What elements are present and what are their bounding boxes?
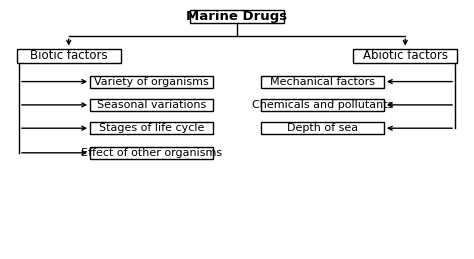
Text: Effect of other organisms: Effect of other organisms [81, 148, 222, 158]
Bar [90, 147, 213, 159]
Bar [90, 122, 213, 134]
Text: Marine Drugs: Marine Drugs [186, 10, 288, 23]
Text: Abiotic factors: Abiotic factors [363, 49, 448, 62]
Bar [261, 76, 384, 88]
Bar [190, 10, 284, 23]
Text: Stages of life cycle: Stages of life cycle [99, 123, 204, 133]
Bar [353, 49, 457, 63]
Text: Variety of organisms: Variety of organisms [94, 77, 209, 87]
Bar [90, 99, 213, 111]
Text: Depth of sea: Depth of sea [287, 123, 358, 133]
Bar [261, 99, 384, 111]
Text: Mechanical factors: Mechanical factors [270, 77, 375, 87]
Text: Seasonal variations: Seasonal variations [97, 100, 206, 110]
Bar [17, 49, 121, 63]
Bar [90, 76, 213, 88]
Text: Biotic factors: Biotic factors [30, 49, 108, 62]
Bar [261, 122, 384, 134]
Text: Chemicals and pollutants: Chemicals and pollutants [252, 100, 393, 110]
